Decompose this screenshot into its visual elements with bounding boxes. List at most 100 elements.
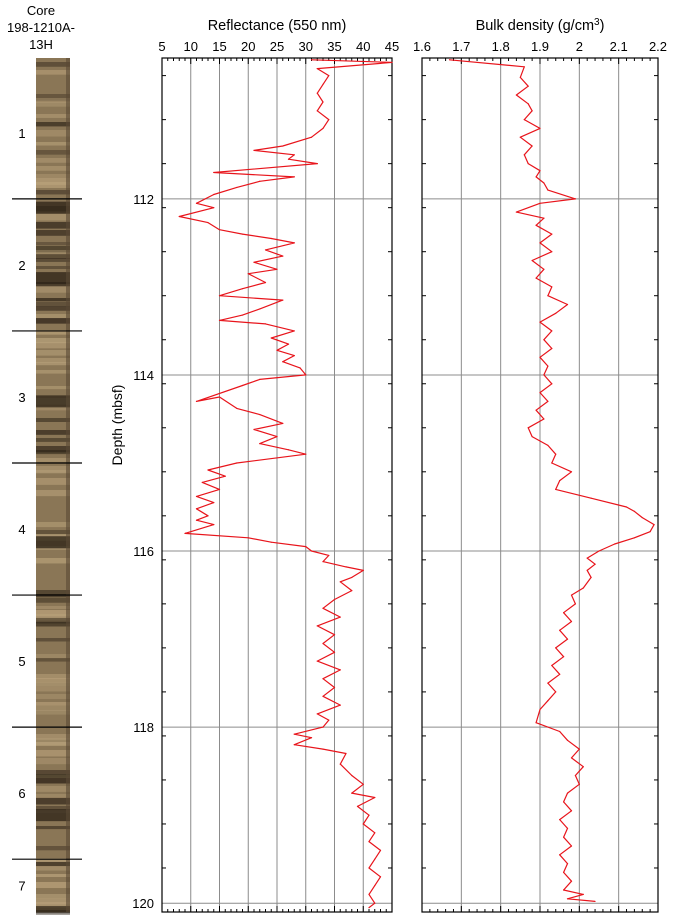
data-point xyxy=(293,242,295,244)
data-point xyxy=(270,337,272,339)
data-point xyxy=(555,488,557,491)
data-point xyxy=(563,801,565,803)
core-dark-horizon xyxy=(36,395,70,408)
data-point xyxy=(218,396,221,398)
data-point xyxy=(379,876,382,878)
data-point xyxy=(555,453,557,455)
data-point xyxy=(310,136,313,138)
data-point xyxy=(523,119,525,121)
data-point xyxy=(293,354,295,357)
data-point xyxy=(563,871,565,873)
data-point xyxy=(218,295,221,297)
core-band xyxy=(36,318,70,324)
data-point xyxy=(368,840,370,843)
data-point xyxy=(586,557,588,559)
core-band xyxy=(36,190,70,195)
core-band xyxy=(36,158,70,163)
data-point xyxy=(543,374,545,376)
data-point xyxy=(523,66,525,68)
data-point xyxy=(351,590,353,592)
data-point xyxy=(539,170,541,172)
data-point xyxy=(195,495,198,498)
data-point xyxy=(270,237,272,240)
data-point xyxy=(339,763,341,765)
data-point xyxy=(362,783,364,785)
data-point xyxy=(213,193,215,196)
panel-title-suffix: ) xyxy=(600,18,605,34)
data-point xyxy=(535,409,537,411)
data-point xyxy=(316,660,318,662)
core-dark-horizon xyxy=(36,536,70,549)
y-tick-label: 118 xyxy=(133,720,154,735)
core-band xyxy=(36,102,70,107)
data-point xyxy=(207,222,209,224)
section-label: 3 xyxy=(18,390,25,405)
core-band xyxy=(36,242,70,246)
data-point xyxy=(305,453,307,455)
core-band xyxy=(36,618,70,624)
data-point xyxy=(322,695,324,697)
core-band xyxy=(36,450,70,455)
data-point xyxy=(299,367,301,369)
data-point xyxy=(570,471,573,473)
data-point xyxy=(316,625,318,627)
core-band xyxy=(36,246,70,253)
data-point xyxy=(305,546,307,548)
data-point xyxy=(641,516,643,519)
core-band xyxy=(36,614,70,621)
core-band xyxy=(36,254,70,259)
core-band xyxy=(36,70,70,75)
core-band xyxy=(36,710,70,715)
core-strip xyxy=(36,58,70,912)
data-point xyxy=(543,418,545,420)
data-point xyxy=(582,766,584,768)
data-point xyxy=(594,900,596,903)
data-point xyxy=(259,443,261,445)
core-band xyxy=(36,658,70,662)
data-point xyxy=(543,268,545,270)
data-point xyxy=(362,569,364,572)
x-tick-label: 1.6 xyxy=(413,39,431,54)
core-band xyxy=(36,250,70,255)
data-point xyxy=(195,202,198,204)
core-band xyxy=(36,266,70,270)
data-point xyxy=(566,638,569,640)
panel-title-superscript: 3 xyxy=(594,17,600,28)
section-label: 5 xyxy=(18,654,25,669)
section-label: 1 xyxy=(18,126,25,141)
core-band xyxy=(36,686,70,692)
data-point xyxy=(195,519,198,521)
data-point xyxy=(247,537,249,539)
core-band xyxy=(36,418,70,423)
core-band xyxy=(36,866,70,871)
data-point xyxy=(563,836,565,838)
core-band xyxy=(36,338,70,344)
data-point xyxy=(551,330,553,332)
data-point xyxy=(328,119,330,121)
core-band xyxy=(36,734,70,740)
data-point xyxy=(590,497,592,499)
y-tick-label: 112 xyxy=(133,192,154,207)
core-band xyxy=(36,862,70,867)
data-point xyxy=(590,576,592,579)
data-point xyxy=(356,805,359,807)
section-label: 4 xyxy=(18,522,25,537)
data-point xyxy=(305,374,307,376)
data-point xyxy=(184,532,186,535)
core-band xyxy=(36,678,70,683)
data-point xyxy=(236,462,238,464)
core-band xyxy=(36,350,70,356)
data-point xyxy=(310,550,313,552)
core-band xyxy=(36,682,70,687)
core-band xyxy=(36,806,70,811)
core-band xyxy=(36,530,70,535)
core-band xyxy=(36,358,70,363)
data-point xyxy=(310,59,313,61)
data-point xyxy=(224,475,226,477)
core-band xyxy=(36,742,70,746)
data-point xyxy=(276,349,278,351)
data-point xyxy=(339,669,341,671)
data-point xyxy=(566,739,569,741)
data-point xyxy=(316,163,318,165)
